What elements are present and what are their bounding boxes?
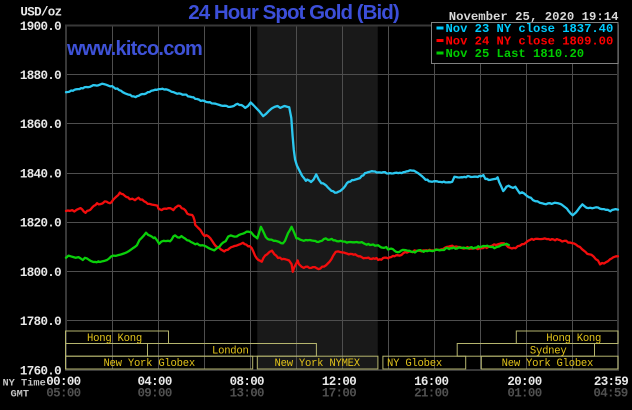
- svg-text:21:00: 21:00: [414, 387, 448, 401]
- svg-text:00:00: 00:00: [46, 375, 80, 389]
- svg-text:16:00: 16:00: [414, 375, 448, 389]
- svg-text:Nov 23 NY close 1837.40: Nov 23 NY close 1837.40: [446, 22, 614, 36]
- svg-text:04:59: 04:59: [593, 387, 627, 401]
- svg-text:New York Globex: New York Globex: [103, 358, 194, 370]
- svg-text:05:00: 05:00: [46, 387, 80, 401]
- svg-text:November 25, 2020 19:14: November 25, 2020 19:14: [449, 10, 619, 24]
- svg-text:1800.0: 1800.0: [20, 266, 61, 280]
- svg-text:New York Globex: New York Globex: [502, 358, 593, 370]
- svg-text:08:00: 08:00: [230, 375, 264, 389]
- svg-text:17:00: 17:00: [322, 387, 356, 401]
- svg-text:USD/oz: USD/oz: [20, 6, 61, 20]
- svg-text:23:59: 23:59: [594, 375, 628, 389]
- svg-text:1780.0: 1780.0: [20, 315, 61, 329]
- svg-text:24 Hour Spot Gold (Bid): 24 Hour Spot Gold (Bid): [188, 1, 399, 24]
- svg-text:Nov 24 NY close 1809.00: Nov 24 NY close 1809.00: [446, 34, 614, 48]
- svg-text:1880.0: 1880.0: [20, 69, 61, 83]
- svg-text:12:00: 12:00: [322, 375, 356, 389]
- svg-text:GMT: GMT: [11, 389, 30, 401]
- svg-text:Hong Kong: Hong Kong: [546, 333, 601, 345]
- svg-text:13:00: 13:00: [230, 387, 264, 401]
- svg-text:NY Time: NY Time: [3, 378, 46, 390]
- svg-text:Nov 25 Last 1810.20: Nov 25 Last 1810.20: [446, 47, 585, 61]
- svg-text:1840.0: 1840.0: [20, 167, 61, 181]
- svg-text:Sydney: Sydney: [530, 346, 567, 358]
- svg-text:www.kitco.com: www.kitco.com: [66, 38, 202, 60]
- svg-text:London: London: [212, 346, 249, 358]
- svg-text:01:00: 01:00: [507, 387, 541, 401]
- svg-text:1900.0: 1900.0: [20, 20, 61, 34]
- svg-text:New York NYMEX: New York NYMEX: [275, 358, 361, 370]
- svg-text:NY Globex: NY Globex: [387, 358, 442, 370]
- svg-text:Hong Kong: Hong Kong: [87, 333, 142, 345]
- svg-text:09:00: 09:00: [137, 387, 171, 401]
- svg-text:1860.0: 1860.0: [20, 118, 61, 132]
- svg-text:1760.0: 1760.0: [20, 364, 61, 378]
- svg-text:1820.0: 1820.0: [20, 217, 61, 231]
- svg-text:20:00: 20:00: [507, 375, 541, 389]
- svg-text:04:00: 04:00: [137, 375, 171, 389]
